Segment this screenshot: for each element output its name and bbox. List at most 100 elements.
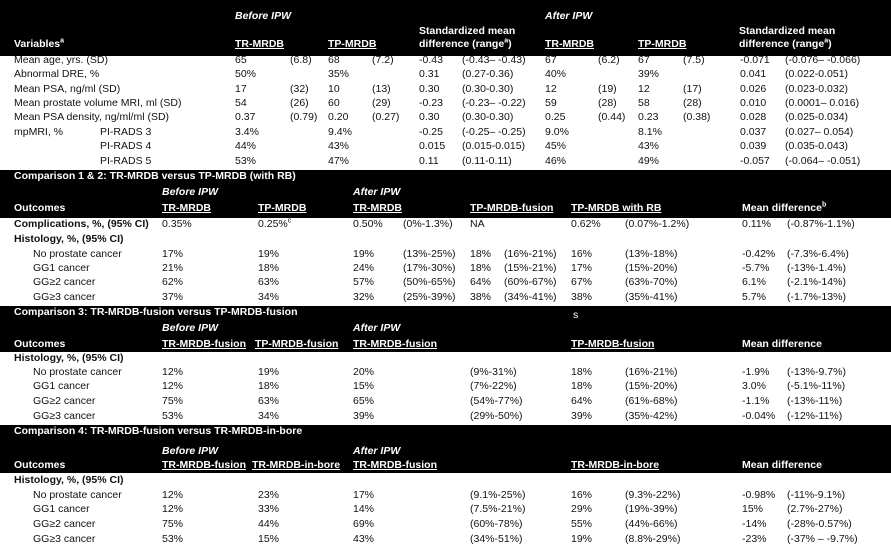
cell: (16%-21%): [625, 366, 678, 378]
cell: 18%: [258, 262, 280, 274]
cell: 44%: [258, 518, 280, 530]
cell: 20%: [353, 366, 375, 378]
cell: -1.9%: [742, 366, 770, 378]
cell: 43%: [328, 140, 350, 152]
group-header: Before IPW: [235, 10, 292, 22]
column-header: TR-MRDB-fusion: [353, 459, 437, 471]
column-header: TP-MRDB: [258, 202, 307, 214]
column-header: Outcomes: [14, 459, 66, 471]
row-label: No prostate cancer: [33, 248, 122, 260]
column-header: TR-MRDB: [545, 38, 594, 50]
cell: (9.3%-22%): [625, 489, 681, 501]
group-header: Before IPW: [162, 322, 219, 334]
cell: 8.1%: [638, 126, 662, 138]
cell: 21%: [162, 262, 184, 274]
cell: (29): [372, 97, 391, 109]
cell: (0%-1.3%): [403, 218, 453, 230]
header-band: [0, 0, 891, 56]
cell: 63%: [258, 395, 280, 407]
cell: 0.62%: [571, 218, 601, 230]
cell: 34%: [258, 410, 280, 422]
cell: 43%: [638, 140, 660, 152]
cell: 75%: [162, 518, 184, 530]
cell: 17: [235, 83, 247, 95]
cell: 18%: [571, 380, 593, 392]
cell: (60%-67%): [504, 276, 557, 288]
superscript: a: [824, 37, 829, 45]
cell: (-1.7%-13%): [787, 291, 846, 303]
cell: 39%: [638, 68, 660, 80]
cell: 0.37: [235, 111, 256, 123]
cell: 37%: [162, 291, 184, 303]
header-band: [0, 306, 891, 352]
header-band: [0, 425, 891, 473]
row-heading: Histology, %, (95% CI): [14, 352, 124, 364]
cell: 0.11: [419, 155, 439, 167]
cell: 68: [328, 54, 340, 66]
cell: (7.5): [683, 54, 705, 66]
cell: (-5.1%-11%): [787, 380, 846, 392]
cell: (19%-39%): [625, 503, 678, 515]
row-label: Mean PSA density, ng/ml/ml (SD): [14, 111, 170, 123]
cell: 35%: [328, 68, 350, 80]
cell: (35%-42%): [625, 410, 678, 422]
cell: (28): [683, 97, 702, 109]
cell: (0.30-0.30): [462, 111, 514, 123]
group-header: Before IPW: [162, 186, 219, 198]
cell: (17%-30%): [403, 262, 456, 274]
row-sublabel: PI-RADS 5: [100, 155, 152, 167]
cell: 0.35%: [162, 218, 192, 230]
cell: (9.1%-25%): [470, 489, 526, 501]
cell: -0.98%: [742, 489, 776, 501]
cell: (-12%-11%): [787, 410, 843, 422]
column-header: TR-MRDB-fusion: [162, 338, 246, 350]
cell: 40%: [545, 68, 567, 80]
cell: 53%: [235, 155, 257, 167]
cell: 0.23: [638, 111, 659, 123]
column-header: TP-MRDB-fusion: [571, 338, 655, 350]
cell: (-0.25– -0.25): [462, 126, 526, 138]
row-label: Mean age, yrs. (SD): [14, 54, 108, 66]
column-header: TR-MRDB: [235, 38, 284, 50]
cell: 29%: [571, 503, 593, 515]
cell: (26): [290, 97, 309, 109]
column-header: Mean differenceb: [742, 202, 826, 215]
cell: 3.0%: [742, 380, 766, 392]
cell-text: 0.25%: [258, 218, 288, 230]
cell: 0.041: [740, 68, 767, 80]
cell: (34%-41%): [504, 291, 557, 303]
row-label: GG≥3 cancer: [33, 291, 96, 303]
cell: 32%: [353, 291, 375, 303]
row-heading: Histology, %, (95% CI): [14, 474, 124, 486]
cell: -0.23: [419, 97, 443, 109]
cell: (63%-70%): [625, 276, 678, 288]
column-header: Mean difference: [742, 338, 822, 350]
cell: (13%-18%): [625, 248, 678, 260]
cell: (-13%-1.4%): [787, 262, 846, 274]
cell: 65%: [353, 395, 375, 407]
cell: (-0.064– -0.051): [785, 155, 861, 167]
row-heading: Histology, %, (95% CI): [14, 233, 124, 245]
cell: 53%: [162, 533, 184, 545]
column-header: Standardized mean: [419, 25, 516, 37]
cell: 75%: [162, 395, 184, 407]
cell: -23%: [742, 533, 767, 545]
cell: (17): [683, 83, 702, 95]
cell: 0.010: [740, 97, 767, 109]
cell: 44%: [235, 140, 257, 152]
column-header: TP-MRDB: [638, 38, 687, 50]
cell: 0.30: [419, 83, 440, 95]
column-header: TP-MRDB-fusion: [470, 202, 554, 214]
stray-mark: s: [573, 309, 579, 321]
column-header: Variablesa: [14, 38, 64, 51]
row-label: Abnormal DRE, %: [14, 68, 100, 80]
cell: 18%: [470, 262, 492, 274]
cell: (34%-51%): [470, 533, 523, 545]
cell: 0.039: [740, 140, 767, 152]
column-header: TR-MRDB: [162, 202, 211, 214]
cell: 9.4%: [328, 126, 352, 138]
cell: (-2.1%-14%): [787, 276, 846, 288]
cell: 19%: [571, 533, 593, 545]
group-header: After IPW: [353, 445, 401, 457]
